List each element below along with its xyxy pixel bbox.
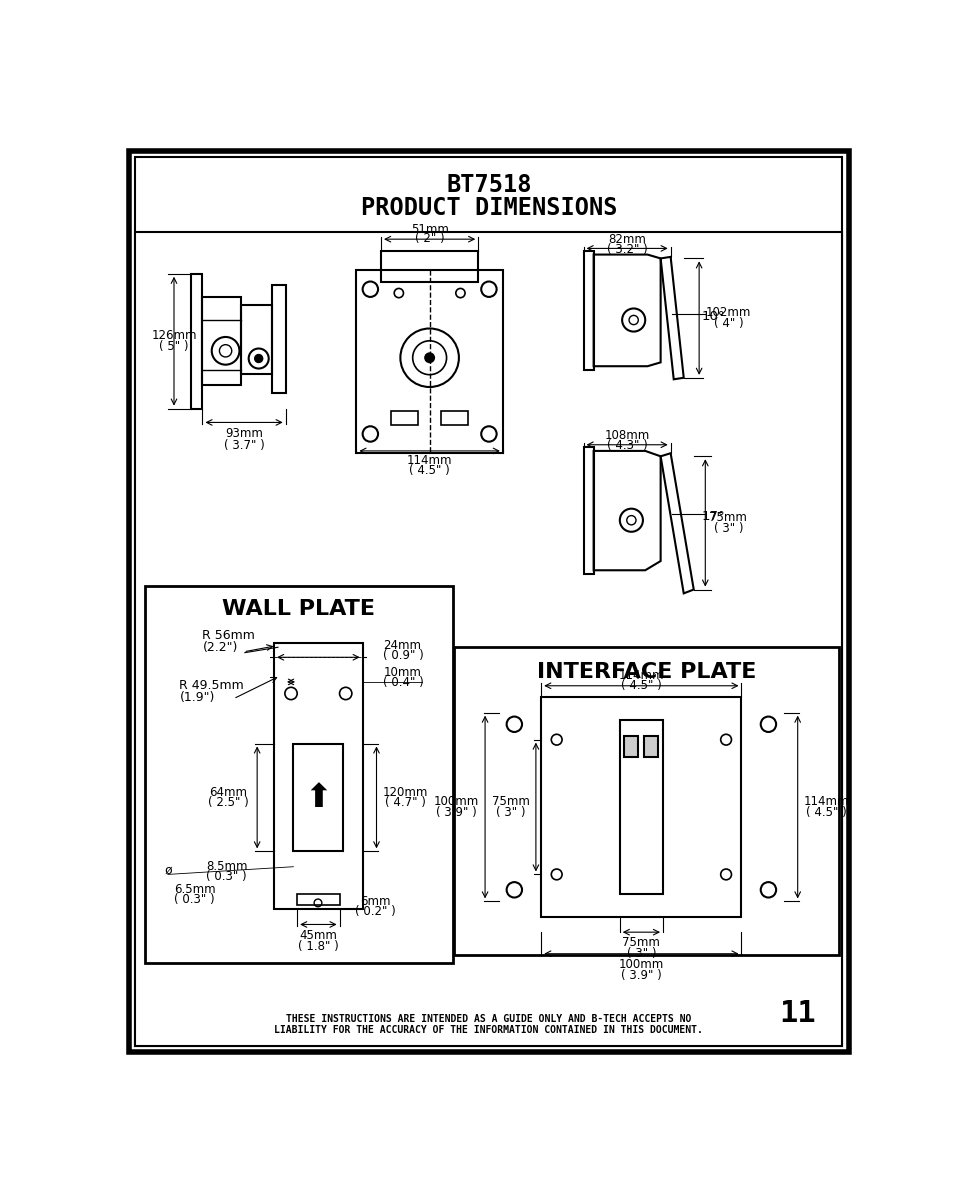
Circle shape — [254, 355, 262, 362]
Circle shape — [425, 353, 434, 362]
Bar — [624, 736, 638, 757]
Text: (2.2"): (2.2") — [202, 641, 237, 654]
Bar — [145, 586, 453, 964]
Text: ⬆: ⬆ — [304, 781, 332, 813]
Bar — [135, 232, 841, 1046]
Text: 11: 11 — [779, 998, 815, 1028]
Text: 64mm: 64mm — [209, 786, 247, 798]
Text: (1.9"): (1.9") — [179, 691, 214, 704]
Bar — [241, 305, 272, 374]
Bar — [454, 647, 839, 955]
Text: ( 0.2" ): ( 0.2" ) — [355, 905, 395, 918]
Text: ( 3.9" ): ( 3.9" ) — [436, 806, 476, 819]
Bar — [644, 736, 658, 757]
Text: 114mm: 114mm — [618, 669, 663, 682]
Text: ( 4.7" ): ( 4.7" ) — [384, 797, 425, 810]
Text: 75mm: 75mm — [491, 796, 529, 809]
Text: ( 3" ): ( 3" ) — [496, 806, 525, 819]
Text: ( 0.9" ): ( 0.9" ) — [383, 649, 424, 662]
Text: 82mm: 82mm — [608, 232, 645, 245]
Text: R 56mm: R 56mm — [202, 629, 255, 642]
Text: ( 0.3" ): ( 0.3" ) — [174, 893, 214, 906]
Bar — [583, 447, 593, 574]
Text: BT7518: BT7518 — [446, 173, 531, 198]
Text: ( 3.2" ): ( 3.2" ) — [606, 243, 647, 256]
Text: 100mm: 100mm — [434, 796, 478, 809]
Bar — [297, 893, 339, 905]
Bar — [274, 643, 362, 909]
Text: 100mm: 100mm — [618, 958, 663, 971]
Text: 51mm: 51mm — [411, 223, 448, 236]
Text: ( 1.8" ): ( 1.8" ) — [297, 940, 338, 953]
Text: ( 2" ): ( 2" ) — [415, 232, 444, 245]
Bar — [293, 743, 343, 852]
Text: 10mm: 10mm — [383, 666, 421, 679]
Text: 45mm: 45mm — [299, 929, 337, 942]
Text: 8.5mm: 8.5mm — [206, 860, 248, 873]
Text: 114mm: 114mm — [407, 455, 452, 467]
Text: ( 3.7" ): ( 3.7" ) — [223, 439, 264, 453]
Text: 120mm: 120mm — [382, 786, 427, 798]
Text: 93mm: 93mm — [225, 428, 263, 441]
Text: ( 2.5" ): ( 2.5" ) — [208, 797, 248, 810]
Bar — [440, 411, 468, 425]
Text: 17°: 17° — [700, 510, 724, 523]
Text: ( 4.5" ): ( 4.5" ) — [409, 464, 450, 478]
Text: WALL PLATE: WALL PLATE — [222, 599, 375, 619]
Text: 75mm: 75mm — [709, 511, 746, 524]
Bar — [540, 697, 740, 917]
Text: 102mm: 102mm — [705, 306, 750, 319]
Bar — [356, 270, 502, 454]
Text: ø: ø — [164, 863, 172, 877]
Text: ( 3" ): ( 3" ) — [713, 522, 742, 535]
Text: 6mm: 6mm — [360, 894, 391, 908]
Text: INTERFACE PLATE: INTERFACE PLATE — [537, 662, 756, 682]
Text: ( 0.4" ): ( 0.4" ) — [383, 676, 424, 690]
Text: ( 5" ): ( 5" ) — [159, 341, 189, 353]
Text: 108mm: 108mm — [604, 429, 649, 442]
Text: PRODUCT DIMENSIONS: PRODUCT DIMENSIONS — [360, 197, 617, 220]
Bar — [391, 411, 417, 425]
Text: ( 3" ): ( 3" ) — [626, 947, 656, 960]
Bar — [191, 274, 202, 409]
Text: ( 4.5" ): ( 4.5" ) — [620, 679, 661, 692]
Bar — [272, 286, 285, 393]
Bar — [619, 721, 662, 893]
Text: 24mm: 24mm — [383, 640, 421, 653]
Text: THESE INSTRUCTIONS ARE INTENDED AS A GUIDE ONLY AND B-TECH ACCEPTS NO: THESE INSTRUCTIONS ARE INTENDED AS A GUI… — [286, 1015, 691, 1024]
Bar — [202, 297, 241, 386]
Text: ( 0.3" ): ( 0.3" ) — [206, 871, 247, 884]
Text: 114mm: 114mm — [802, 796, 848, 809]
Text: R 49.5mm: R 49.5mm — [179, 679, 244, 692]
Text: 6.5mm: 6.5mm — [173, 884, 215, 897]
Text: 75mm: 75mm — [621, 936, 659, 949]
Text: ( 4" ): ( 4" ) — [713, 317, 742, 330]
Bar — [381, 251, 477, 281]
Text: ( 3.9" ): ( 3.9" ) — [620, 968, 661, 981]
Text: LIABILITY FOR THE ACCURACY OF THE INFORMATION CONTAINED IN THIS DOCUMENT.: LIABILITY FOR THE ACCURACY OF THE INFORM… — [274, 1025, 702, 1035]
Bar — [583, 251, 593, 370]
Text: ( 4.5" ): ( 4.5" ) — [805, 806, 845, 819]
Text: 126mm: 126mm — [152, 329, 196, 342]
Bar — [135, 157, 841, 232]
Text: 10°: 10° — [700, 310, 724, 323]
Text: ( 4.3" ): ( 4.3" ) — [606, 439, 647, 453]
